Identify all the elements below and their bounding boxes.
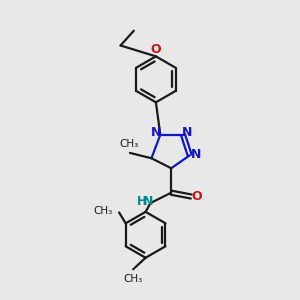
Text: CH₃: CH₃ [93, 206, 112, 216]
Text: O: O [191, 190, 202, 203]
Text: N: N [151, 126, 161, 140]
Text: H: H [137, 195, 147, 208]
Text: N: N [143, 195, 153, 208]
Text: CH₃: CH₃ [124, 274, 143, 284]
Text: N: N [190, 148, 201, 161]
Text: N: N [182, 126, 192, 140]
Text: CH₃: CH₃ [119, 139, 138, 148]
Text: O: O [151, 44, 161, 56]
